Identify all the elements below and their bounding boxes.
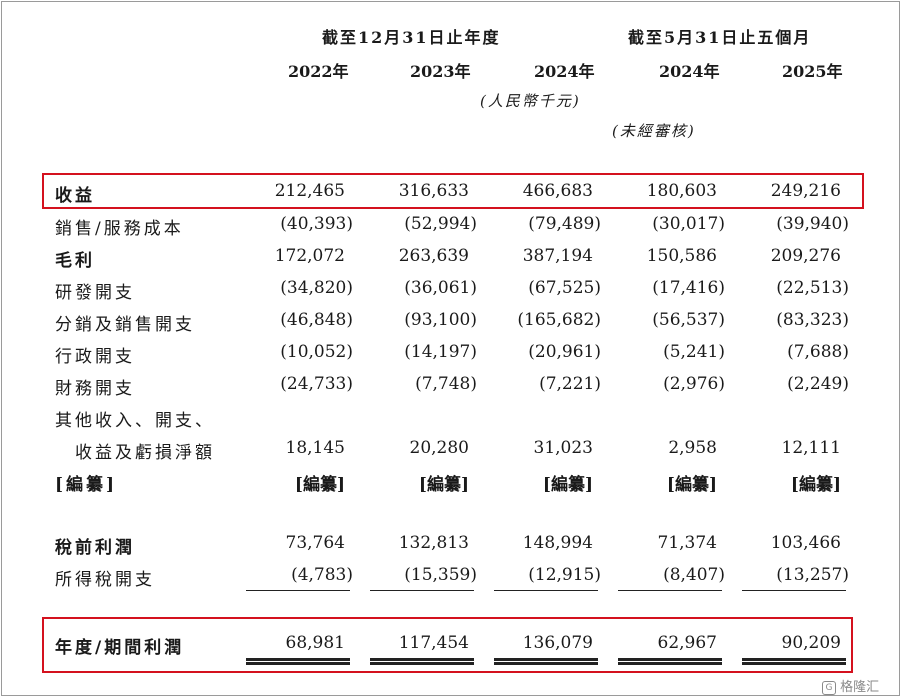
row-label-cost-of-sales: 銷售/服務成本 [55,219,184,239]
row-label-gross-profit: 毛利 [55,251,95,271]
cell: (30,017) [652,214,725,234]
cell: 103,466 [770,533,841,553]
cell: [編纂] [418,475,469,495]
total-double-rule [618,658,722,665]
cell: (17,416) [652,278,725,298]
cell: [編纂] [790,475,841,495]
total-double-rule [246,658,350,665]
cell: 263,639 [398,246,469,266]
cell: (12,915) [528,565,601,585]
watermark-logo: G 格隆汇 [822,676,879,695]
cell: (7,688) [787,342,849,362]
row-label-revenue: 收益 [55,186,95,206]
cell: 209,276 [770,246,841,266]
row-label-finance: 財務開支 [55,379,135,399]
unaudited-note: (未經審核) [612,122,696,140]
header-fy-group: 截至12月31日止年度 [322,28,501,47]
cell: 148,994 [522,533,593,553]
row-label-income-tax: 所得稅開支 [55,570,155,590]
cell: 387,194 [522,246,593,266]
row-label-admin: 行政開支 [55,347,135,367]
cell: (20,961) [528,342,601,362]
cell: 316,633 [398,181,469,201]
cell: (2,976) [663,374,725,394]
cell: (40,393) [280,214,353,234]
cell: (34,820) [280,278,353,298]
cell: (2,249) [787,374,849,394]
row-label-other-income-line2: 收益及虧損淨額 [75,443,215,463]
cell: (10,052) [280,342,353,362]
cell: (67,525) [528,278,601,298]
cell: (36,061) [404,278,477,298]
cell: [編纂] [294,475,345,495]
row-label-distribution: 分銷及銷售開支 [55,315,195,335]
cell: (14,197) [404,342,477,362]
cell: (93,100) [404,310,477,330]
cell: 20,280 [409,438,469,458]
subtotal-rule [246,590,350,591]
cell: 62,967 [657,633,717,653]
cell: 71,374 [657,533,717,553]
total-double-rule [494,658,598,665]
year-col-4: 2024年 [659,62,720,81]
cell: (165,682) [517,310,601,330]
year-col-5: 2025年 [782,62,843,81]
cell: 249,216 [770,181,841,201]
cell: (46,848) [280,310,353,330]
cell: 150,586 [646,246,717,266]
cell: (15,359) [404,565,477,585]
cell: 466,683 [522,181,593,201]
watermark-g-icon: G [822,680,836,695]
total-double-rule [370,658,474,665]
row-label-rnd: 研發開支 [55,283,135,303]
cell: (22,513) [776,278,849,298]
year-col-3: 2024年 [534,62,595,81]
subtotal-rule [618,590,722,591]
cell: 180,603 [646,181,717,201]
subtotal-rule [742,590,846,591]
cell: (56,537) [652,310,725,330]
row-label-redacted: [編纂] [55,475,118,495]
cell: 73,764 [285,533,345,553]
row-label-other-income: 其他收入、開支、 [55,411,215,431]
cell: 212,465 [274,181,345,201]
cell: [編纂] [542,475,593,495]
row-label-pretax-profit: 稅前利潤 [55,538,135,558]
cell: (52,994) [404,214,477,234]
cell: 172,072 [274,246,345,266]
cell: (79,489) [528,214,601,234]
cell: (5,241) [663,342,725,362]
cell: (4,783) [291,565,353,585]
revenue-highlight-box [42,173,864,209]
total-double-rule [742,658,846,665]
cell: (13,257) [776,565,849,585]
cell: (8,407) [663,565,725,585]
cell: 132,813 [398,533,469,553]
cell: (39,940) [776,214,849,234]
subtotal-rule [494,590,598,591]
subtotal-rule [370,590,474,591]
cell: 90,209 [781,633,841,653]
cell: 136,079 [522,633,593,653]
cell: 12,111 [781,438,841,458]
cell: 18,145 [285,438,345,458]
cell: [編纂] [666,475,717,495]
watermark-text: 格隆汇 [840,680,880,695]
currency-note: (人民幣千元) [480,92,581,110]
cell: 117,454 [398,633,469,653]
profit-highlight-box [42,617,853,673]
cell: (7,748) [415,374,477,394]
row-label-net-profit: 年度/期間利潤 [55,638,185,658]
cell: 31,023 [533,438,593,458]
cell: (24,733) [280,374,353,394]
cell: (7,221) [539,374,601,394]
year-col-2: 2023年 [410,62,471,81]
cell: 68,981 [285,633,345,653]
header-5m-group: 截至5月31日止五個月 [628,28,812,47]
year-col-1: 2022年 [288,62,349,81]
cell: 2,958 [668,438,717,458]
cell: (83,323) [776,310,849,330]
